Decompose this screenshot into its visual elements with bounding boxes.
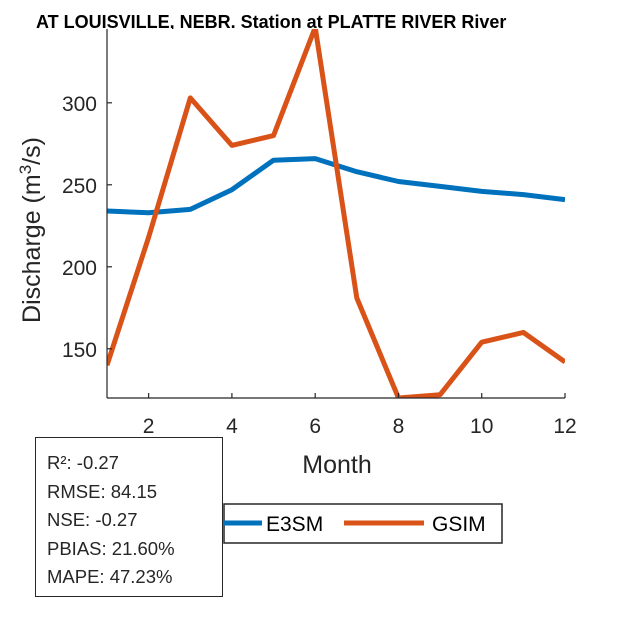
data-point-e3sm — [148, 212, 150, 214]
x-tick-label: 8 — [393, 415, 405, 438]
mape-text: MAPE: 47.23% — [47, 566, 173, 587]
nse-text: NSE: -0.27 — [47, 509, 138, 530]
data-point-e3sm — [273, 159, 274, 161]
x-tick-label: 2 — [143, 415, 155, 438]
data-point-e3sm — [481, 190, 483, 192]
data-point-gsim — [231, 144, 233, 146]
legend-label-e3sm: E3SM — [266, 513, 323, 536]
chart-title: AT LOUISVILLE, NEBR. Station at PLATTE R… — [36, 12, 506, 32]
data-point-gsim — [356, 297, 358, 299]
data-point-gsim — [564, 361, 565, 363]
data-point-e3sm — [398, 181, 399, 182]
series-lines — [107, 29, 565, 398]
x-tick-label: 6 — [309, 415, 321, 438]
series-line-gsim — [107, 29, 565, 398]
data-point-e3sm — [439, 185, 441, 187]
data-point-e3sm — [522, 194, 524, 196]
legend-label-gsim: GSIM — [432, 513, 486, 536]
data-point-gsim — [148, 236, 150, 238]
data-point-e3sm — [564, 199, 565, 201]
data-point-gsim — [522, 331, 524, 333]
x-tick-label: 4 — [226, 415, 238, 438]
data-point-gsim — [439, 394, 441, 396]
plot-background — [107, 29, 565, 398]
data-point-gsim — [481, 341, 483, 343]
y-axis-ticks: 150 200 250 300 — [62, 93, 112, 362]
rmse-text: RMSE: 84.15 — [47, 480, 158, 502]
data-point-e3sm — [231, 189, 233, 191]
data-point-e3sm — [356, 171, 358, 173]
data-point-gsim — [189, 97, 191, 99]
data-point-gsim — [273, 135, 274, 137]
data-point-e3sm — [314, 158, 316, 160]
plot-area — [106, 29, 565, 399]
y-tick-label: 250 — [62, 175, 97, 198]
pbias-text: PBIAS: 21.60% — [47, 537, 175, 559]
data-point-e3sm — [189, 208, 191, 210]
statistics-box: R²: -0.27 RMSE: 84.15 NSE: -0.27 PBIAS: … — [35, 437, 223, 597]
y-tick-label: 200 — [62, 257, 97, 280]
y-axis-label: Discharge (m3/s) — [16, 137, 46, 323]
x-tick-label: 12 — [553, 415, 576, 438]
y-tick-label: 150 — [62, 339, 97, 362]
y-tick-label: 300 — [62, 93, 97, 116]
x-axis-ticks: 2 4 6 8 10 12 — [143, 393, 577, 438]
x-axis-label: Month — [302, 451, 371, 479]
x-tick-label: 10 — [470, 415, 493, 438]
r2-text: R²: -0.27 — [47, 452, 119, 473]
legend: E3SM GSIM — [223, 503, 503, 544]
